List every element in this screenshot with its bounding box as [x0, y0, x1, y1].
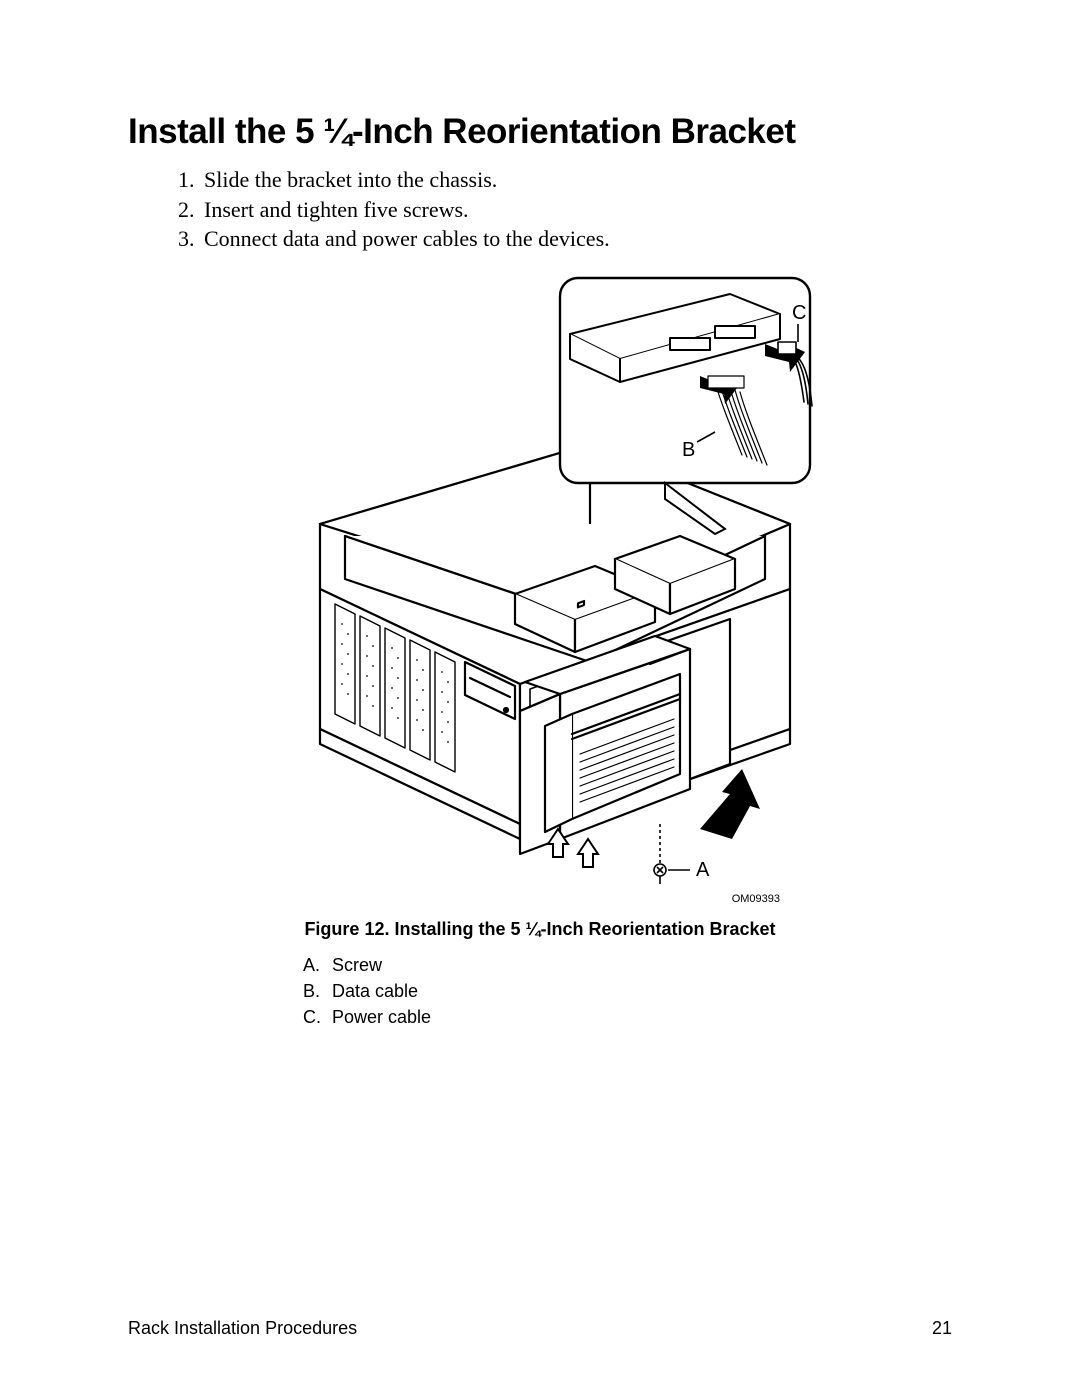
- legend-item: B. Data cable: [303, 978, 952, 1004]
- section-heading: Install the 5 ¼-Inch Reorientation Brack…: [128, 112, 952, 152]
- figure: A: [128, 264, 952, 940]
- om-code: OM09393: [128, 893, 780, 905]
- figure-legend: A. Screw B. Data cable C. Power cable: [303, 952, 952, 1030]
- legend-letter: C.: [303, 1004, 327, 1030]
- legend-text: Data cable: [332, 981, 418, 1001]
- legend-letter: B.: [303, 978, 327, 1004]
- figure-caption: Figure 12. Installing the 5 ¼-Inch Reori…: [128, 919, 952, 940]
- callout-B: B: [682, 439, 695, 461]
- legend-text: Screw: [332, 955, 382, 975]
- legend-letter: A.: [303, 952, 327, 978]
- page-footer: Rack Installation Procedures 21: [128, 1318, 952, 1339]
- steps-list: Slide the bracket into the chassis. Inse…: [128, 166, 952, 254]
- page: Install the 5 ¼-Inch Reorientation Brack…: [0, 0, 1080, 1397]
- legend-text: Power cable: [332, 1007, 431, 1027]
- step-item: Slide the bracket into the chassis.: [200, 166, 952, 195]
- page-number: 21: [932, 1318, 952, 1339]
- step-item: Connect data and power cables to the dev…: [200, 225, 952, 254]
- legend-item: A. Screw: [303, 952, 952, 978]
- step-item: Insert and tighten five screws.: [200, 196, 952, 225]
- callout-A: A: [696, 859, 710, 881]
- footer-title: Rack Installation Procedures: [128, 1318, 357, 1339]
- legend-item: C. Power cable: [303, 1004, 952, 1030]
- callout-C: C: [792, 302, 806, 324]
- figure-svg: A: [260, 264, 820, 884]
